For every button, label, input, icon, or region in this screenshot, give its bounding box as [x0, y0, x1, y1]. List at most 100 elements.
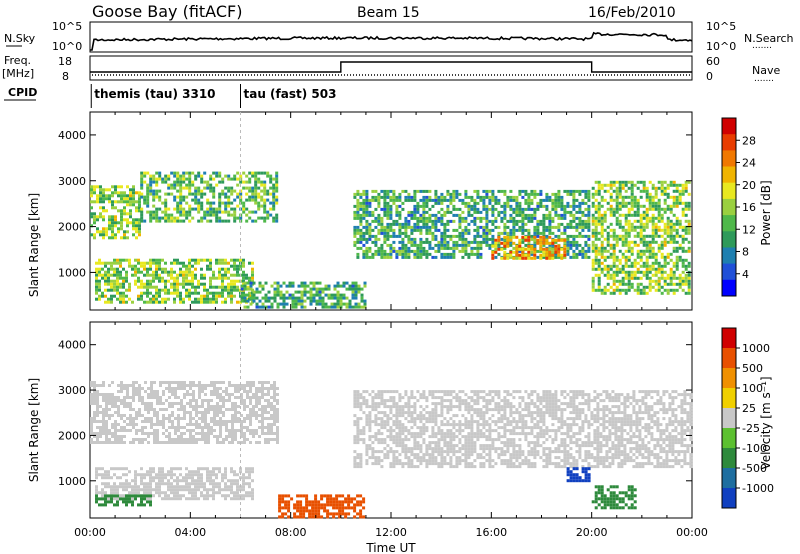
echo-cell [162, 390, 165, 393]
echo-cell [627, 201, 631, 205]
echo-cell [557, 192, 561, 196]
echo-cell [135, 393, 138, 396]
echo-cell [102, 420, 105, 423]
echo-cell [182, 264, 185, 268]
echo-cell [221, 261, 224, 265]
echo-cell [96, 405, 99, 408]
echo-cell [497, 243, 501, 247]
echo-cell [341, 512, 345, 516]
echo-cell [254, 219, 258, 223]
echo-cell [425, 198, 429, 202]
echo-cell [170, 482, 173, 486]
echo-cell [201, 414, 204, 417]
echo-cell [491, 234, 495, 238]
echo-cell [239, 488, 242, 492]
echo-cell [122, 276, 125, 280]
echo-cell [129, 212, 132, 216]
echo-cell [368, 231, 372, 235]
echo-cell [443, 225, 447, 229]
echo-cell [209, 479, 212, 483]
echo-cell [111, 426, 114, 429]
echo-cell [461, 249, 465, 253]
echo-cell [383, 198, 387, 202]
echo-cell [657, 234, 661, 238]
echo-cell [203, 497, 206, 501]
echo-cell [261, 387, 264, 390]
echo-cell [380, 243, 384, 247]
echo-cell [149, 497, 152, 501]
echo-cell [176, 189, 180, 193]
echo-cell [530, 250, 534, 254]
echo-cell [285, 302, 289, 306]
echo-cell [398, 231, 402, 235]
echo-cell [167, 485, 170, 489]
echo-cell [327, 293, 331, 297]
echo-cell [104, 288, 107, 292]
echo-cell [353, 228, 357, 232]
echo-cell [212, 300, 215, 304]
power-colorbar-label: 20 [742, 179, 756, 192]
echo-cell [359, 207, 363, 211]
echo-cell [168, 384, 171, 387]
echo-cell [383, 210, 387, 214]
echo-cell [365, 225, 369, 229]
echo-cell [633, 195, 637, 199]
echo-cell [236, 485, 239, 489]
echo-cell [143, 201, 147, 205]
echo-cell [545, 195, 549, 199]
echo-cell [131, 491, 134, 495]
echo-cell [104, 494, 107, 498]
echo-cell [624, 273, 628, 277]
echo-cell [246, 438, 249, 441]
echo-cell [101, 476, 104, 480]
echo-cell [201, 399, 204, 402]
echo-cell [594, 225, 598, 229]
echo-cell [123, 429, 126, 432]
echo-cell [365, 246, 369, 250]
echo-cell [386, 225, 390, 229]
echo-cell [224, 267, 227, 271]
echo-cell [365, 252, 369, 256]
echo-cell [675, 201, 679, 205]
echo-cell [530, 256, 534, 260]
echo-cell [212, 497, 215, 501]
echo-cell [129, 197, 132, 201]
echo-cell [416, 225, 420, 229]
echo-cell [156, 435, 159, 438]
echo-cell [491, 210, 495, 214]
echo-cell [515, 201, 519, 205]
echo-cell [129, 402, 132, 405]
echo-cell [431, 222, 435, 226]
echo-cell [672, 291, 676, 295]
echo-cell [681, 225, 685, 229]
power-colorbar-swatch [722, 215, 736, 232]
echo-cell [282, 305, 286, 309]
echo-cell [359, 234, 363, 238]
echo-cell [603, 258, 607, 262]
echo-cell [113, 494, 116, 498]
echo-cell [182, 485, 185, 489]
echo-cell [377, 252, 381, 256]
echo-cell [600, 195, 604, 199]
echo-cell [365, 237, 369, 241]
echo-cell [347, 500, 351, 504]
echo-cell [140, 261, 143, 265]
echo-cell [183, 438, 186, 441]
echo-cell [443, 198, 447, 202]
echo-cell [651, 198, 655, 202]
echo-cell [209, 264, 212, 268]
echo-cell [615, 237, 619, 241]
echo-cell [236, 258, 239, 262]
echo-cell [140, 503, 143, 507]
echo-cell [123, 200, 126, 204]
echo-cell [200, 294, 203, 298]
echo-cell [257, 180, 261, 184]
echo-cell [212, 171, 216, 175]
echo-cell [491, 198, 495, 202]
echo-cell [131, 300, 134, 304]
echo-cell [111, 227, 114, 231]
echo-cell [117, 438, 120, 441]
echo-cell [96, 185, 99, 189]
echo-cell [368, 210, 372, 214]
echo-cell [153, 432, 156, 435]
